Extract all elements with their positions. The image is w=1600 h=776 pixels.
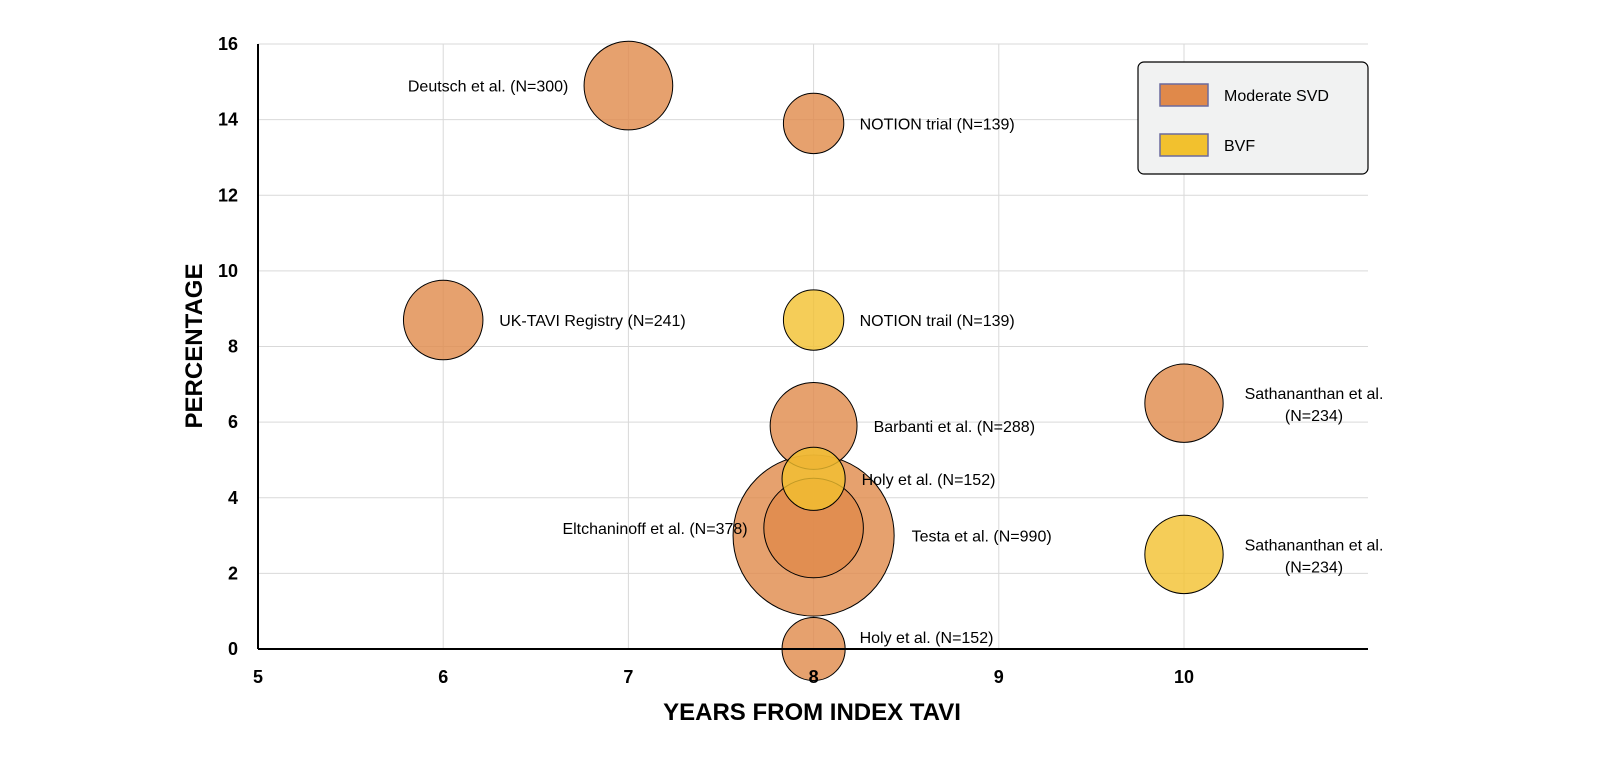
y-tick-label: 12 <box>218 185 238 205</box>
x-axis-title: YEARS FROM INDEX TAVI <box>663 699 961 726</box>
axes: 0 2 4 6 8 10 12 14 16 5 6 7 8 9 10 <box>218 34 1368 687</box>
point-label: Barbanti et al. (N=288) <box>874 419 1035 436</box>
legend-box <box>1137 61 1369 175</box>
point-label: Deutsch et al. (N=300) <box>408 79 569 96</box>
point-label: Holy et al. (N=152) <box>862 472 996 489</box>
y-tick-label: 4 <box>228 488 238 508</box>
y-tick-label: 2 <box>228 563 238 583</box>
y-tick-label: 8 <box>228 337 238 357</box>
point-label: Sathananthan et al. (N=234) <box>1245 386 1384 425</box>
bubble-point <box>782 289 845 351</box>
point-label: Sathananthan et al. (N=234) <box>1245 537 1384 576</box>
y-tick-label: 16 <box>218 34 238 54</box>
legend-swatch <box>1159 133 1209 157</box>
y-tick-label: 6 <box>228 412 238 432</box>
x-tick-label: 6 <box>438 667 448 687</box>
x-tick-label: 10 <box>1174 667 1194 687</box>
x-tick-label: 9 <box>994 667 1004 687</box>
legend-swatch <box>1159 83 1209 107</box>
y-tick-label: 10 <box>218 261 238 281</box>
bubble-point <box>781 446 846 511</box>
y-tick-label: 14 <box>218 110 238 130</box>
x-tick-label: 8 <box>809 667 819 687</box>
y-tick-label: 0 <box>228 639 238 659</box>
point-label: Testa et al. (N=990) <box>912 529 1052 546</box>
point-labels: Deutsch et al. (N=300) NOTION trial (N=13… <box>408 79 1384 647</box>
bubble-point <box>583 40 674 131</box>
point-label: Eltchaninoff et al. (N=378) <box>562 521 747 538</box>
y-axis-title: PERCENTAGE <box>181 264 208 429</box>
legend: Moderate SVD BVF <box>1137 61 1369 175</box>
bubble-point <box>402 279 484 361</box>
point-label: NOTION trail (N=139) <box>860 313 1015 330</box>
bubble-point <box>1144 514 1224 595</box>
x-tick-label: 7 <box>623 667 633 687</box>
x-tick-label: 5 <box>253 667 263 687</box>
legend-label: Moderate SVD <box>1224 88 1329 105</box>
bubble-point <box>1144 363 1224 443</box>
point-label: Holy et al. (N=152) <box>860 630 994 647</box>
legend-label: BVF <box>1224 138 1255 155</box>
point-label: UK-TAVI Registry (N=241) <box>499 313 686 330</box>
bubble-point <box>782 92 845 155</box>
bubbles <box>402 40 1224 682</box>
point-label: NOTION trial (N=139) <box>860 116 1015 133</box>
